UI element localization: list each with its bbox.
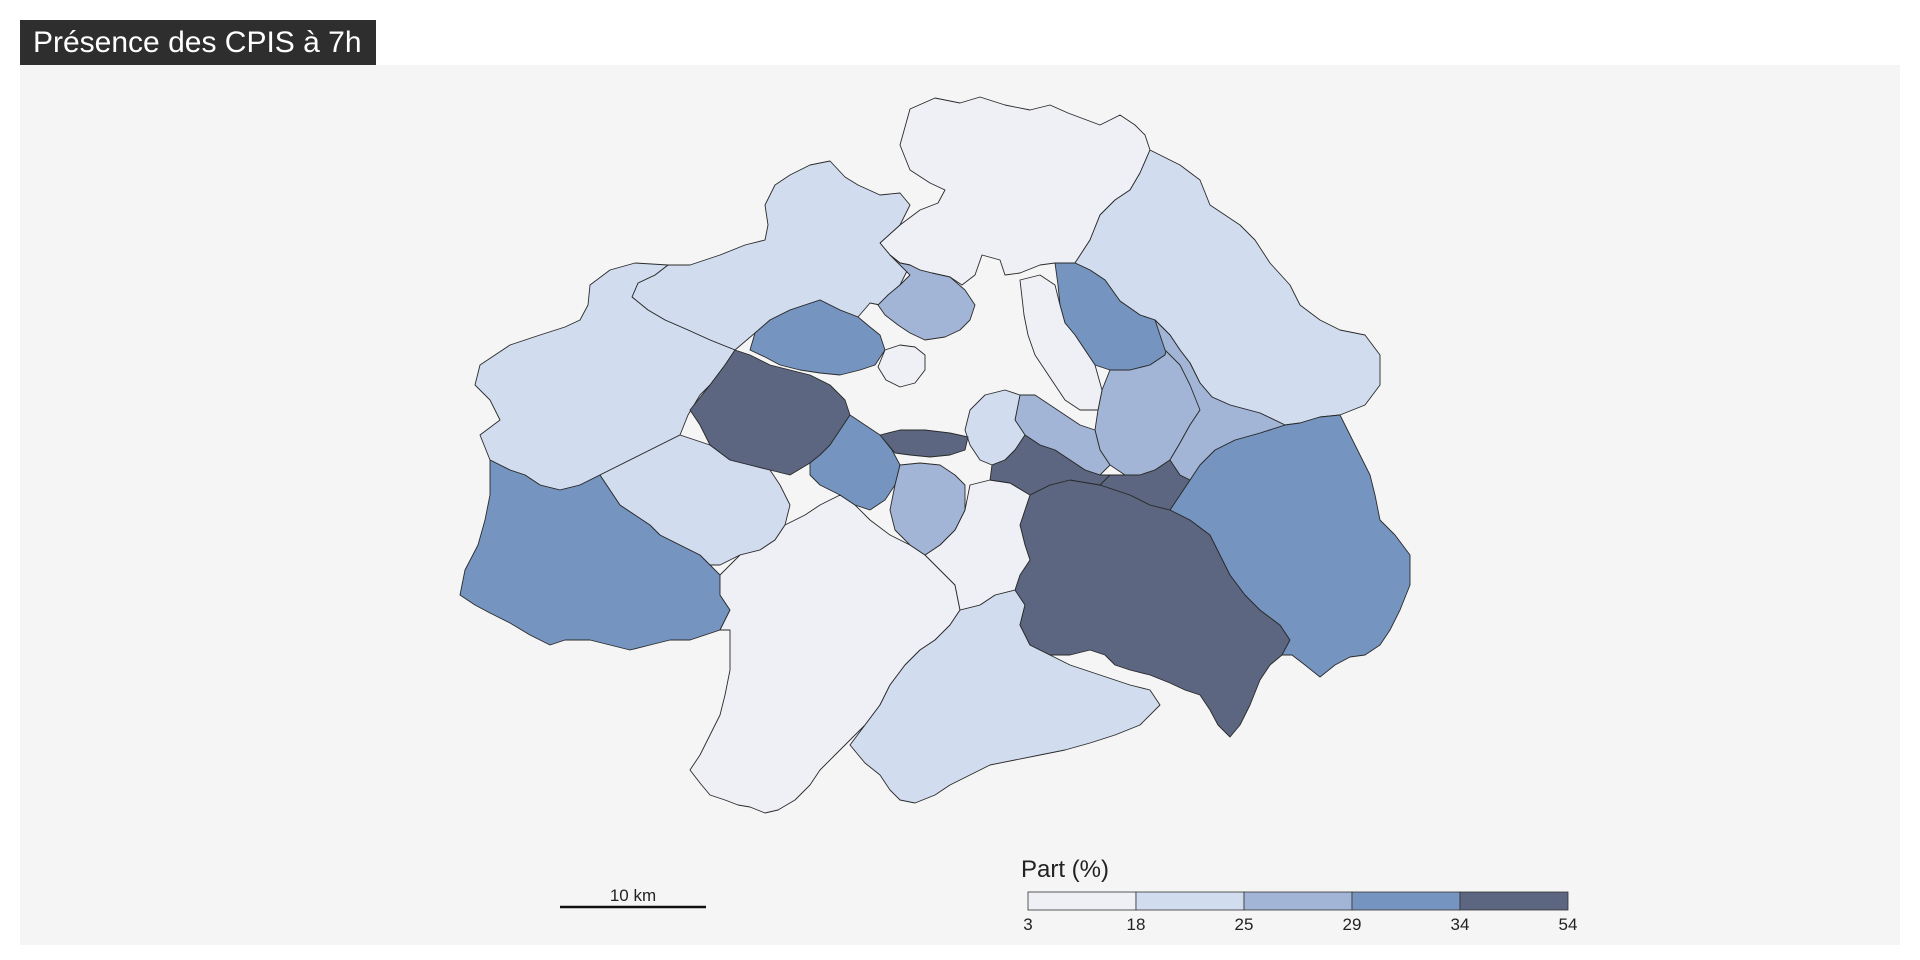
region-ouest-sud-centre[interactable] <box>889 462 966 556</box>
region-nord-centre-2[interactable] <box>749 299 886 376</box>
legend-tick-label: 3 <box>1023 915 1032 934</box>
legend-swatch <box>1135 891 1245 911</box>
legend-swatch <box>1459 891 1569 911</box>
region-nord[interactable] <box>879 96 1151 286</box>
region-bande-fonce[interactable] <box>879 429 969 458</box>
map-panel: 10 km Part (%) 3 18 25 29 34 54 <box>20 65 1900 945</box>
legend-swatch <box>1351 891 1461 911</box>
map-title: Présence des CPIS à 7h <box>20 20 376 65</box>
choropleth-map: 10 km Part (%) 3 18 25 29 34 54 <box>459 96 1577 934</box>
legend-ticks: 3 18 25 29 34 54 <box>1023 915 1577 934</box>
legend-tick-label: 34 <box>1451 915 1470 934</box>
legend-tick-label: 18 <box>1127 915 1146 934</box>
region-nord-est-bande[interactable] <box>1154 319 1286 481</box>
legend-swatch <box>1027 891 1137 911</box>
region-nord-centre-1[interactable] <box>877 254 976 341</box>
regions-layer <box>459 96 1411 814</box>
legend-title: Part (%) <box>1021 856 1109 883</box>
legend: Part (%) 3 18 25 29 34 54 <box>1021 856 1577 934</box>
legend-tick-label: 29 <box>1343 915 1362 934</box>
legend-tick-label: 54 <box>1559 915 1578 934</box>
legend-swatches <box>1027 891 1569 911</box>
scale-bar: 10 km <box>560 886 706 909</box>
region-petit-centre-1[interactable] <box>1019 274 1103 411</box>
legend-swatch <box>1243 891 1353 911</box>
legend-tick-label: 25 <box>1235 915 1254 934</box>
region-centre[interactable] <box>989 434 1111 496</box>
region-enclave[interactable] <box>877 344 926 388</box>
scale-bar-label: 10 km <box>610 886 656 905</box>
